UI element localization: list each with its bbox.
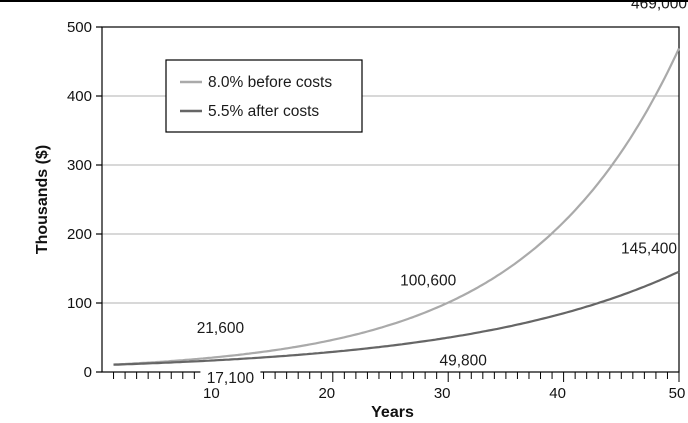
y-tick-label: 200 [67,226,92,243]
legend-label-1: 5.5% after costs [208,103,319,120]
y-tick-label: 300 [67,157,92,174]
y-tick-label: 400 [67,88,92,105]
x-tick-label: 50 [669,385,686,402]
legend-box [166,60,362,132]
legend-label-0: 8.0% before costs [208,74,332,91]
data-label: 49,800 [439,353,487,370]
data-label: 145,400 [621,241,677,258]
x-tick-label: 20 [318,385,335,402]
x-tick-label: 40 [549,385,566,402]
data-label: 21,600 [197,320,245,337]
y-tick-label: 100 [67,295,92,312]
legend: 8.0% before costs 5.5% after costs [166,60,362,132]
data-label: 17,100 [207,370,255,387]
series-line-1 [114,272,680,365]
y-tick-label: 500 [67,19,92,36]
y-tick-label: 0 [84,364,92,381]
x-axis-title: Years [371,404,414,421]
y-axis-title: Thousands ($) [34,145,51,254]
data-label: 100,600 [400,273,456,290]
x-tick-label: 30 [434,385,451,402]
